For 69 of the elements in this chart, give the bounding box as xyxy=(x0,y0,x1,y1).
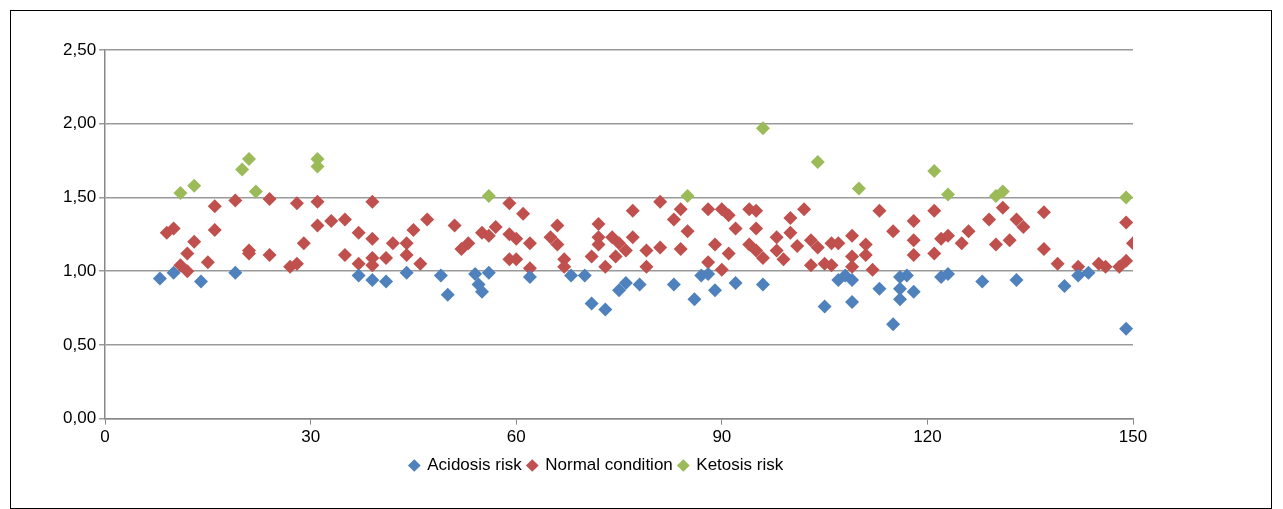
point xyxy=(468,267,483,282)
point xyxy=(242,152,256,167)
y-tick-label: 0,00 xyxy=(62,408,97,428)
point xyxy=(152,271,167,286)
point xyxy=(893,281,908,296)
point xyxy=(481,188,496,203)
y-tick-label: 2,00 xyxy=(62,113,97,133)
legend-label: Acidosis risk xyxy=(427,455,523,475)
point xyxy=(893,292,908,307)
point xyxy=(995,184,1010,199)
point xyxy=(1119,190,1133,205)
point xyxy=(632,277,647,292)
point xyxy=(481,265,496,280)
point xyxy=(975,274,990,289)
x-tick-label: 30 xyxy=(301,427,321,447)
point xyxy=(166,265,181,280)
point xyxy=(845,295,860,310)
point xyxy=(1119,321,1133,336)
point xyxy=(399,265,414,280)
point xyxy=(886,317,901,332)
point xyxy=(618,275,633,290)
point xyxy=(680,188,695,203)
point xyxy=(1057,278,1072,293)
point xyxy=(851,181,866,196)
point xyxy=(433,268,448,283)
point xyxy=(687,292,702,307)
point xyxy=(584,296,599,311)
x-tick-label: 60 xyxy=(506,427,526,447)
point xyxy=(728,275,743,290)
point xyxy=(906,284,921,299)
point xyxy=(235,162,250,177)
point xyxy=(845,273,860,288)
point xyxy=(522,270,537,285)
y-tick-label: 1,50 xyxy=(62,187,97,207)
point xyxy=(817,299,832,314)
point xyxy=(365,273,380,288)
point xyxy=(940,187,955,202)
x-tick-label: 90 xyxy=(712,427,732,447)
point xyxy=(1009,273,1024,288)
point xyxy=(755,121,770,136)
point xyxy=(228,265,243,280)
point xyxy=(612,283,627,298)
point xyxy=(440,287,455,302)
point xyxy=(173,186,188,201)
point xyxy=(351,268,366,283)
point xyxy=(1071,268,1086,283)
point xyxy=(755,277,770,292)
y-tick-label: 1,00 xyxy=(62,260,97,280)
y-tick-label: 2,50 xyxy=(62,39,97,59)
x-tick-label: 150 xyxy=(1118,427,1148,447)
legend-label: Ketosis risk xyxy=(696,455,784,475)
point xyxy=(187,178,202,193)
point xyxy=(707,283,722,298)
x-tick-label: 0 xyxy=(100,427,110,447)
legend-label: Normal condition xyxy=(545,455,673,475)
point xyxy=(248,184,263,199)
point xyxy=(598,302,613,317)
point xyxy=(810,155,825,170)
point xyxy=(927,163,942,178)
point xyxy=(872,281,887,296)
point xyxy=(474,284,489,299)
point xyxy=(379,274,394,289)
point xyxy=(1081,265,1096,280)
point xyxy=(577,268,592,283)
point xyxy=(194,274,209,289)
x-tick-label: 120 xyxy=(913,427,942,447)
y-tick-label: 0,50 xyxy=(62,334,97,354)
point xyxy=(666,277,681,292)
point xyxy=(564,268,579,283)
